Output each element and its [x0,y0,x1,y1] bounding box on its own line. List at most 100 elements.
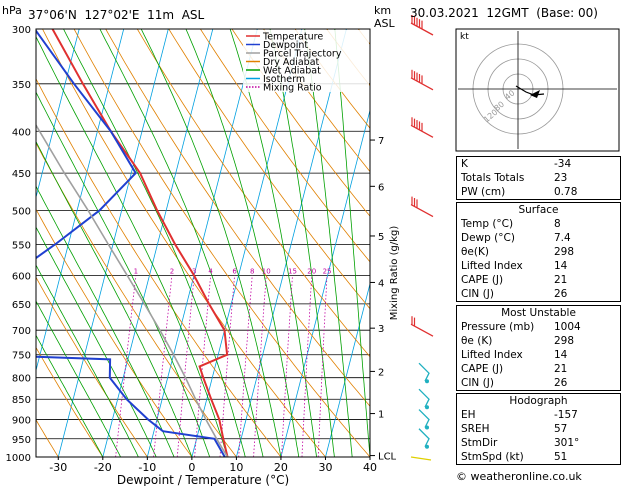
x-axis-label: Dewpoint / Temperature (°C) [117,473,289,486]
mixing-ratio-label: 10 [262,267,271,275]
surface-li-value: 14 [554,260,568,272]
wind-barb-dot [425,425,429,430]
surface-cin-value: 26 [554,288,568,300]
mixing-ratio-axis-label: Mixing Ratio (g/kg) [389,226,400,321]
hodograph-frame [455,28,620,152]
k-index-value: -34 [554,158,572,170]
stmdir-label: StmDir [461,437,498,449]
mixing-ratio-label: 3 [192,267,196,275]
surface-cape-label: CAPE (J) [461,274,504,286]
credit-label: © weatheronline.co.uk [456,470,582,483]
indices-table: K -34 Totals Totals 23 PW (cm) 0.78 [456,156,621,200]
pressure-unit: hPa [2,4,22,17]
km-tick-label: 6 [378,182,384,193]
dry-adiabat-line [231,29,370,217]
mixing-ratio-label: 2 [170,267,174,275]
wind-barb-staff [418,362,430,382]
mixing-ratio-line [253,275,267,457]
temperature-tick-label: -30 [49,461,67,474]
mu-cin-value: 26 [554,377,568,389]
dry-adiabat-line [36,346,104,457]
totals-value: 23 [554,172,568,184]
wet-adiabat-line [36,140,193,457]
mixing-ratio-line [115,275,137,457]
legend-label: Dry Adiabat [263,57,320,68]
wind-barb-dot [425,405,429,410]
hodo-title: Hodograph [509,395,568,407]
wind-barb-dot [425,444,429,449]
pressure-tick-label: 350 [12,80,31,91]
wind-barb [410,196,434,218]
pressure-tick-label: 650 [12,300,31,311]
wind-barb-staff [410,204,434,218]
isotherm-line [325,282,370,457]
isotherm-line [36,29,80,199]
isotherm-line [36,29,125,372]
wet-adiabat-line [63,29,246,457]
k-index-label: K [461,158,468,170]
storm-motion-marker [530,90,540,98]
surface-thetae-label: θe(K) [461,246,489,258]
isotherm-line [236,29,347,457]
pressure-tick-label: 700 [12,326,31,337]
dry-adiabat-line [200,29,370,263]
wind-barb [410,316,434,337]
wet-adiabat-line [304,29,353,457]
legend-box [243,30,369,92]
mixing-ratio-label: 6 [232,267,237,275]
wind-barb-dot [425,379,429,384]
isotherm-line [102,29,214,457]
temperature-tick-label: 30 [318,461,332,474]
wind-barb [410,69,434,91]
temperature-tick-label: 0 [188,461,195,474]
km-tick-label: 1 [378,410,384,421]
temperature-profile [51,29,229,457]
dry-adiabat-line [168,29,370,310]
mixing-ratio-label: 20 [307,267,316,275]
wet-adiabat-line [36,300,121,457]
mixing-ratio-label: 1 [134,267,138,275]
wind-barb-staff [410,22,434,36]
eh-label: EH [461,409,476,421]
mixing-ratio-label: 15 [288,267,297,275]
wet-adiabat-line [36,185,175,457]
km-unit: km [374,4,392,17]
wet-adiabat-line [140,29,282,457]
pressure-tick-label: 300 [12,25,31,36]
surface-table: Surface Temp (°C) 8 Dewp (°C) 7.4 θe(K) 298… [456,202,621,302]
axes: 3003504004505005506006507007508008509009… [6,25,400,486]
dry-adiabat-line [36,142,237,457]
wet-adiabat-line [36,226,157,457]
hodograph-trace [515,85,545,96]
pressure-tick-label: 1000 [6,453,31,464]
wind-barb-staff [418,388,430,408]
pressure-tick-label: 450 [12,169,31,180]
km-tick-label: 5 [378,232,384,243]
pw-label: PW (cm) [461,186,506,198]
surface-temp-value: 8 [554,218,561,230]
wind-barbs [410,15,434,461]
pressure-tick-label: 750 [12,351,31,362]
wet-adiabat-line [269,29,335,457]
dry-adiabat-line [73,29,370,457]
km-tick-label: 4 [378,278,384,289]
mixing-ratio-line [281,275,293,457]
dry-adiabat-line [36,208,193,457]
wind-barb-staff [410,124,434,138]
wind-barb [418,362,430,384]
surface-temp-label: Temp (°C) [461,218,514,230]
mu-thetae-value: 298 [554,335,575,347]
isotherm-line [57,29,169,457]
pressure-tick-label: 950 [12,435,31,446]
isotherm-line [191,29,303,457]
mu-pressure-value: 1004 [554,321,581,333]
totals-label: Totals Totals [461,172,525,184]
mixing-ratio-line [238,275,253,457]
wet-adiabat-line [185,29,300,457]
stmspd-value: 51 [554,451,568,463]
km-tick-label: 3 [378,324,384,335]
mixing-ratio-label: 8 [250,267,254,275]
legend-label: Temperature [262,32,323,43]
surface-dewp-label: Dewp (°C) [461,232,515,244]
